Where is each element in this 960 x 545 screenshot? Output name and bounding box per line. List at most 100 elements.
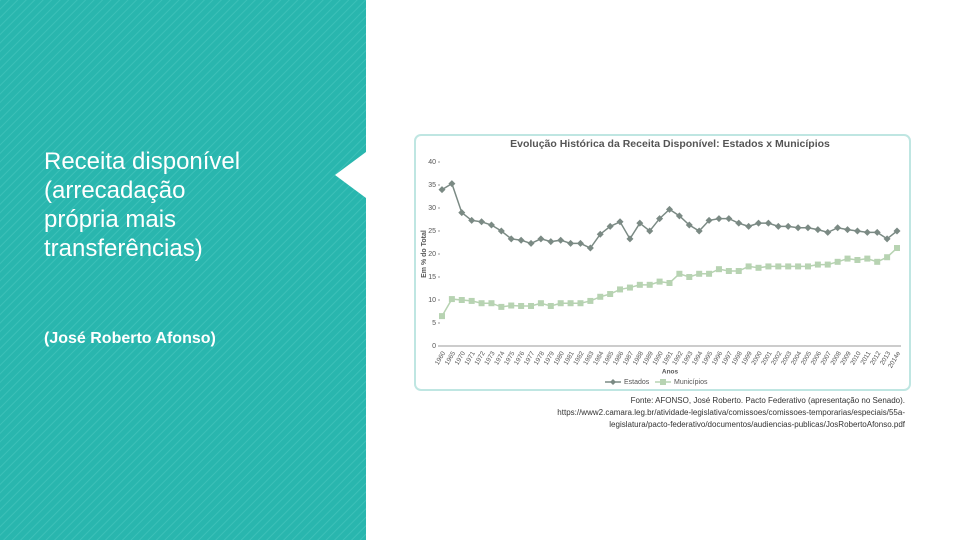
point <box>864 255 871 262</box>
point <box>596 230 604 238</box>
point <box>666 279 673 286</box>
legend-marker <box>660 379 666 385</box>
point <box>507 235 515 243</box>
point <box>547 238 555 246</box>
point <box>794 224 802 232</box>
point <box>458 297 465 303</box>
y-tick-label: 15 <box>428 274 436 281</box>
legend-label: Estados <box>624 379 650 386</box>
point <box>706 270 713 277</box>
point <box>478 300 485 307</box>
y-tick-label: 25 <box>428 228 436 235</box>
y-tick-label: 10 <box>428 297 436 304</box>
point <box>686 274 693 280</box>
legend-label: Municípios <box>674 379 708 386</box>
point <box>636 281 643 288</box>
point <box>468 216 476 224</box>
point <box>685 221 693 229</box>
point <box>804 224 812 232</box>
point <box>795 263 802 270</box>
point <box>765 263 772 270</box>
y-tick-label: 35 <box>428 182 436 189</box>
point <box>626 284 633 291</box>
point <box>458 209 466 217</box>
point <box>567 300 574 307</box>
point <box>567 239 575 247</box>
point <box>656 215 664 223</box>
side-panel <box>0 0 366 540</box>
point <box>587 297 594 304</box>
point <box>675 212 683 220</box>
heading: Receita disponível (arrecadação própria ma… <box>44 148 240 262</box>
point <box>854 256 861 263</box>
point <box>497 227 505 235</box>
point <box>834 258 841 265</box>
point <box>755 219 763 227</box>
point <box>715 266 722 273</box>
point <box>646 281 653 288</box>
point <box>518 302 525 309</box>
y-tick-label: 20 <box>428 251 436 258</box>
point <box>537 235 545 243</box>
point <box>853 227 861 235</box>
y-tick-label: 30 <box>428 205 436 212</box>
chart-title: Evolução Histórica da Receita Disponível… <box>510 138 830 150</box>
point <box>764 219 772 227</box>
point <box>586 244 594 252</box>
point <box>616 218 624 226</box>
point <box>498 303 505 310</box>
point <box>488 300 495 307</box>
point <box>745 222 753 230</box>
source-line: Fonte: AFONSO, José Roberto. Pacto Feder… <box>631 396 905 405</box>
point <box>863 228 871 236</box>
point <box>527 239 535 247</box>
y-tick-label: 5 <box>432 320 436 327</box>
point <box>517 236 525 244</box>
point <box>557 300 564 307</box>
point <box>606 222 614 230</box>
point <box>537 300 544 307</box>
point <box>745 263 752 270</box>
y-axis-label: Em % do Total <box>421 230 428 278</box>
point <box>617 286 624 293</box>
point <box>696 270 703 277</box>
point <box>883 235 891 243</box>
point <box>804 263 811 270</box>
point <box>784 222 792 230</box>
point <box>705 216 713 224</box>
point <box>834 224 842 232</box>
point <box>775 263 782 270</box>
point <box>814 261 821 268</box>
point <box>646 227 654 235</box>
point <box>735 268 742 275</box>
point <box>755 264 762 271</box>
point <box>785 263 792 270</box>
point <box>448 180 456 188</box>
point <box>874 258 881 265</box>
x-axis-label: Anos <box>662 369 679 376</box>
point <box>814 226 822 234</box>
point <box>873 228 881 236</box>
point <box>844 255 851 262</box>
point <box>528 302 535 309</box>
author: (José Roberto Afonso) <box>44 330 216 347</box>
legend-marker <box>610 379 616 385</box>
point <box>824 261 831 268</box>
point <box>844 226 852 234</box>
point <box>547 302 554 309</box>
point <box>438 186 446 194</box>
point <box>557 236 565 244</box>
point <box>656 278 663 285</box>
point <box>577 300 584 307</box>
point <box>725 215 733 223</box>
point <box>695 227 703 235</box>
point <box>676 270 683 277</box>
point <box>824 228 832 236</box>
heading-text: Receita disponível (arrecadação própria ma… <box>44 148 240 262</box>
point <box>576 239 584 247</box>
point <box>597 293 604 300</box>
point <box>607 291 614 298</box>
point <box>508 302 515 309</box>
point <box>666 205 673 213</box>
